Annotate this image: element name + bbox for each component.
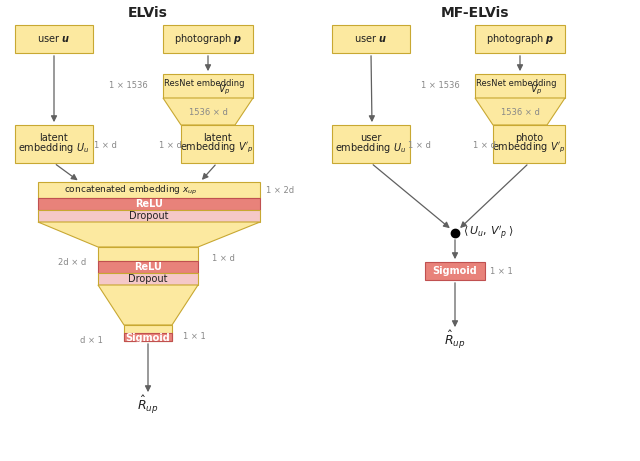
Text: 1 × d: 1 × d [159, 141, 181, 149]
Text: photograph $\boldsymbol{p}$: photograph $\boldsymbol{p}$ [486, 32, 554, 46]
Text: 1 × d: 1 × d [212, 254, 235, 262]
Bar [15, 25, 93, 53]
Polygon shape [38, 222, 260, 247]
Polygon shape [475, 98, 565, 125]
Bar [332, 25, 410, 53]
Bar [332, 125, 410, 163]
Bar [475, 25, 565, 53]
Text: ResNet embedding: ResNet embedding [476, 78, 556, 88]
Bar [38, 210, 260, 222]
Text: 1 × 1536: 1 × 1536 [109, 81, 148, 89]
Text: 1 × d: 1 × d [408, 141, 431, 149]
Text: 2d × d: 2d × d [58, 258, 86, 266]
Bar [163, 25, 253, 53]
Text: ResNet embedding: ResNet embedding [164, 78, 244, 88]
Text: photo: photo [515, 133, 543, 143]
Text: ReLU: ReLU [134, 262, 162, 272]
Text: embedding $\boldsymbol{V'_p}$: embedding $\boldsymbol{V'_p}$ [180, 141, 254, 155]
Text: Dropout: Dropout [128, 274, 168, 284]
Text: embedding $\boldsymbol{U_u}$: embedding $\boldsymbol{U_u}$ [19, 141, 90, 155]
Text: 1 × 2d: 1 × 2d [266, 185, 294, 195]
Bar [124, 325, 172, 341]
Bar [493, 125, 565, 163]
Text: $\boldsymbol{V_p}$: $\boldsymbol{V_p}$ [530, 83, 542, 97]
Text: Sigmoid: Sigmoid [125, 333, 170, 343]
Polygon shape [163, 98, 253, 125]
Bar [98, 273, 198, 285]
Text: 1536 × d: 1536 × d [189, 107, 227, 117]
Text: Dropout: Dropout [129, 211, 169, 221]
Text: 1 × d: 1 × d [93, 141, 116, 149]
Bar [124, 333, 172, 341]
Bar [38, 198, 260, 210]
Text: 1 × 1536: 1 × 1536 [421, 81, 460, 89]
Text: ReLU: ReLU [135, 199, 163, 209]
Text: 1 × 1: 1 × 1 [183, 331, 205, 341]
Text: photograph $\boldsymbol{p}$: photograph $\boldsymbol{p}$ [174, 32, 242, 46]
Bar [98, 261, 198, 273]
Text: user: user [360, 133, 381, 143]
Text: MF-ELVis: MF-ELVis [441, 6, 509, 20]
Bar [425, 262, 485, 280]
Text: latent: latent [203, 133, 232, 143]
Text: $\boldsymbol{V_p}$: $\boldsymbol{V_p}$ [218, 83, 230, 97]
Text: Sigmoid: Sigmoid [433, 266, 477, 276]
Text: user $\boldsymbol{u}$: user $\boldsymbol{u}$ [355, 34, 387, 45]
Text: $\hat{R}_{up}$: $\hat{R}_{up}$ [137, 394, 159, 416]
Text: d × 1: d × 1 [80, 336, 103, 344]
Polygon shape [98, 285, 198, 325]
Text: embedding $\boldsymbol{U_u}$: embedding $\boldsymbol{U_u}$ [335, 141, 406, 155]
Bar [38, 182, 260, 198]
Bar [163, 74, 253, 98]
Text: 1536 × d: 1536 × d [500, 107, 540, 117]
Text: 1 × 1: 1 × 1 [490, 266, 513, 276]
Bar [475, 74, 565, 98]
Text: user $\boldsymbol{u}$: user $\boldsymbol{u}$ [38, 34, 70, 45]
Text: $\langle\, \boldsymbol{U_u},\, \boldsymbol{V'_p}\, \rangle$: $\langle\, \boldsymbol{U_u},\, \boldsymb… [463, 225, 513, 242]
Text: concatenated embedding $\boldsymbol{x_{up}}$: concatenated embedding $\boldsymbol{x_{u… [64, 183, 198, 196]
Text: ELVis: ELVis [128, 6, 168, 20]
Bar [98, 247, 198, 261]
Text: 1 × d: 1 × d [472, 141, 495, 149]
Bar [15, 125, 93, 163]
Text: $\hat{R}_{up}$: $\hat{R}_{up}$ [444, 329, 466, 351]
Text: embedding $\boldsymbol{V'_p}$: embedding $\boldsymbol{V'_p}$ [492, 141, 566, 155]
Bar [181, 125, 253, 163]
Text: latent: latent [40, 133, 68, 143]
